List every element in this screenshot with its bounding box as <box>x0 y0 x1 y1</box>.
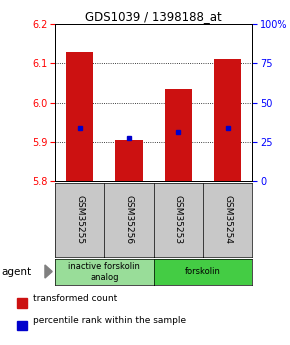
Text: GSM35253: GSM35253 <box>174 195 183 245</box>
Text: transformed count: transformed count <box>33 294 118 303</box>
Text: GSM35256: GSM35256 <box>124 195 134 245</box>
Bar <box>214 59 241 181</box>
Title: GDS1039 / 1398188_at: GDS1039 / 1398188_at <box>85 10 222 23</box>
Text: GSM35254: GSM35254 <box>223 195 232 245</box>
Text: forskolin: forskolin <box>185 267 221 276</box>
Bar <box>115 140 143 181</box>
Bar <box>66 52 93 181</box>
Text: GSM35255: GSM35255 <box>75 195 84 245</box>
Text: percentile rank within the sample: percentile rank within the sample <box>33 316 186 325</box>
Text: agent: agent <box>1 267 32 276</box>
Text: inactive forskolin
analog: inactive forskolin analog <box>68 262 140 282</box>
Bar <box>165 89 192 181</box>
